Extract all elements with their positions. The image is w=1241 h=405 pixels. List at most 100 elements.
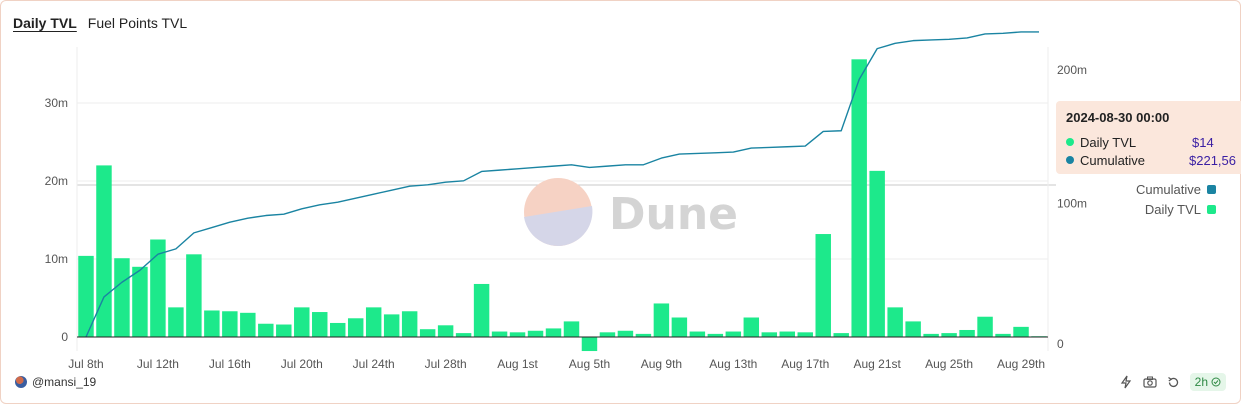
daily-tvl-bar [455,333,472,337]
watermark-logo-bottom [524,206,593,246]
daily-tvl-bar [941,333,957,337]
daily-tvl-bar [240,312,256,337]
footer-actions: 2h [1118,373,1226,391]
daily-tvl-bar [635,333,652,337]
daily-tvl-bar [725,331,742,337]
daily-tvl-bar [689,331,706,337]
daily-tvl-bar [545,328,562,337]
legend-label-cumulative: Cumulative [1135,181,1201,197]
check-circle-icon [1211,377,1221,387]
daily-tvl-bar [401,311,418,337]
daily-tvl-bar [509,332,526,337]
camera-icon[interactable] [1142,374,1158,390]
tooltip-daily-value: $14 [1192,134,1214,150]
daily-tvl-bar [959,329,975,337]
daily-tvl-bar [186,254,202,337]
daily-tvl-bar [707,333,724,337]
hover-tooltip: 2024-08-30 00:00 Daily TVL $14 Cumulativ… [1056,101,1241,174]
legend-item-cumulative[interactable]: Cumulative [1136,179,1216,199]
daily-tvl-bar [653,303,670,337]
y-left-tick-label: 20m [45,174,68,188]
daily-tvl-bar [96,165,112,337]
daily-tvl-bar [977,316,993,337]
daily-tvl-bar [330,322,346,337]
daily-tvl-bar [168,307,184,337]
daily-tvl-bar [276,324,292,337]
dune-watermark: Dune [524,178,738,246]
daily-tvl-bar [851,59,867,337]
legend-label-daily-tvl: Daily TVL [1144,201,1201,217]
daily-tvl-bar [743,317,760,337]
daily-tvl-bar [312,312,328,337]
x-tick-label: Aug 21st [853,357,901,371]
cumulative-line [85,31,1040,338]
x-tick-label: Aug 29th [997,357,1045,371]
daily-tvl-bar [419,329,436,337]
x-tick-label: Jul 16th [209,357,251,371]
daily-tvl-bar [923,333,939,337]
daily-tvl-bar [617,330,634,337]
daily-tvl-bar [869,170,885,337]
daily-tvl-bar [204,310,220,337]
x-tick-label: Aug 17th [781,357,829,371]
legend-item-daily-tvl[interactable]: Daily TVL [1136,199,1216,219]
daily-tvl-bar [563,321,580,337]
daily-tvl-bar [779,331,795,337]
tooltip-cumulative-name: Cumulative [1080,152,1146,168]
cumulative-line-group [85,31,1040,338]
y-right-tick-label: 200m [1057,63,1087,77]
lightning-icon[interactable] [1118,374,1134,390]
tooltip-row-cumulative: Cumulative $221,56 [1066,151,1236,169]
daily-tvl-bar [671,317,688,337]
daily-tvl-bar [599,332,616,337]
daily-tvl-bar [527,330,544,337]
daily-tvl-bar [887,307,903,337]
daily-tvl-bar [258,323,274,337]
daily-tvl-bar [114,258,130,337]
tooltip-daily-name: Daily TVL [1080,134,1137,150]
daily-tvl-bar [491,331,508,337]
tab-daily-tvl[interactable]: Daily TVL [13,15,77,31]
x-tick-label: Jul 8th [68,357,103,371]
tooltip-cumulative-dot [1066,156,1074,164]
x-tick-label: Jul 12th [137,357,179,371]
daily-tvl-bar [761,332,778,337]
x-tick-label: Aug 5th [569,357,610,371]
daily-tvl-bar [473,283,490,337]
legend-swatch-daily-tvl [1207,204,1216,214]
daily-tvl-bar [383,314,400,337]
tooltip-daily-dot [1066,138,1074,146]
refresh-status-badge[interactable]: 2h [1189,373,1226,391]
daily-tvl-bar [797,332,813,337]
daily-tvl-bar [815,234,831,337]
chart-axes: 0 10m 20m 30m 0 100m 200m Jul 8th Jul 12th Jul 16… [45,63,1087,371]
refresh-icon[interactable] [1166,374,1182,390]
y-left-tick-label: 0 [61,330,68,344]
tab-fuel-points-tvl[interactable]: Fuel Points TVL [87,15,188,31]
tooltip-cumulative-value: $221,56 [1189,152,1236,168]
daily-tvl-bar [437,325,454,337]
daily-tvl-bar [365,307,382,337]
chart-legend: Cumulative Daily TVL [1136,179,1216,219]
refresh-interval: 2h [1194,375,1208,389]
y-right-tick-label: 100m [1057,197,1087,211]
y-right-tick-label: 0 [1057,337,1064,351]
daily-tvl-bar [132,266,148,337]
daily-tvl-bar [294,307,310,337]
daily-tvl-bar [222,311,238,337]
legend-swatch-cumulative [1207,184,1216,194]
tab-bar: Daily TVL Fuel Points TVL [13,15,187,31]
daily-tvl-bar [581,337,598,352]
tooltip-title: 2024-08-30 00:00 [1066,110,1170,125]
daily-tvl-bar [78,255,94,337]
author-link[interactable]: @mansi_19 [15,375,96,389]
tooltip-row-daily: Daily TVL $14 [1066,133,1236,151]
daily-tvl-bar [833,333,849,337]
daily-tvl-bar [995,333,1011,337]
avatar [15,376,27,388]
daily-tvl-bars [78,59,1047,352]
x-tick-label: Jul 28th [425,357,467,371]
x-tick-label: Jul 20th [281,357,323,371]
